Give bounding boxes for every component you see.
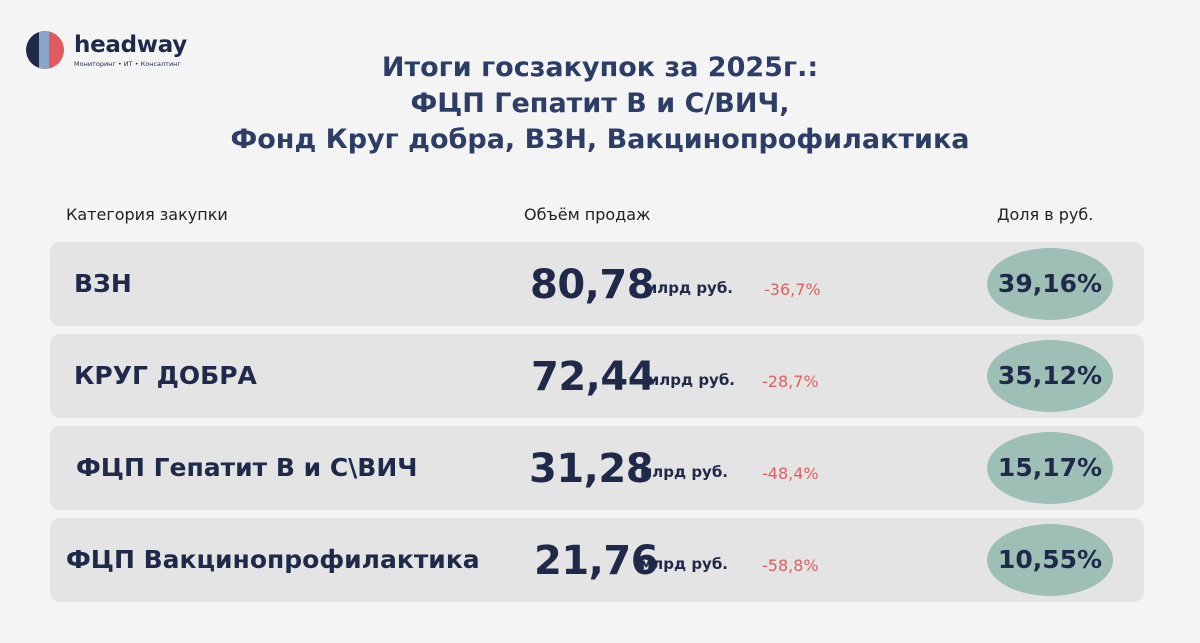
table-row: ФЦП Гепатит В и С\ВИЧ 31,28 млрд руб. -4… <box>50 426 1144 510</box>
table-row: ВЗН 80,78 млрд руб. -36,7% 39,16% <box>50 242 1144 326</box>
row-share: 39,16% <box>997 269 1103 298</box>
row-share: 35,12% <box>997 361 1103 390</box>
header-share: Доля в руб. <box>997 205 1094 224</box>
title-line-1: Итоги госзакупок за 2025г.: <box>381 52 819 83</box>
share-pill <box>987 524 1113 596</box>
headway-logo: headway Мониторинг • ИТ • Консалтинг <box>26 31 196 71</box>
share-pill <box>987 340 1113 412</box>
row-change: -28,7% <box>762 372 819 391</box>
row-change: -36,7% <box>764 280 821 299</box>
title-line-2: ФЦП Гепатит В и С/ВИЧ, <box>410 88 790 119</box>
row-category: ФЦП Вакцинопрофилактика <box>66 545 480 574</box>
row-value: 72,44 <box>531 354 656 400</box>
row-unit: млрд руб. <box>647 371 736 389</box>
row-value: 21,76 <box>534 538 659 584</box>
share-pill <box>987 248 1113 320</box>
row-value: 31,28 <box>529 446 654 492</box>
row-change: -48,4% <box>762 464 819 483</box>
row-category: ВЗН <box>74 269 132 298</box>
header-volume: Объём продаж <box>524 205 651 224</box>
row-share: 15,17% <box>997 453 1103 482</box>
table-row: ФЦП Вакцинопрофилактика 21,76 млрд руб. … <box>50 518 1144 602</box>
row-category: ФЦП Гепатит В и С\ВИЧ <box>76 453 418 482</box>
row-change: -58,8% <box>762 556 819 575</box>
header-category: Категория закупки <box>66 205 228 224</box>
row-unit: млрд руб. <box>640 555 729 573</box>
row-share: 10,55% <box>997 545 1103 574</box>
row-value: 80,78 <box>530 262 655 308</box>
table-row: КРУГ ДОБРА 72,44 млрд руб. -28,7% 35,12% <box>50 334 1144 418</box>
title-line-3: Фонд Круг добра, ВЗН, Вакцинопрофилактик… <box>230 124 970 155</box>
row-category: КРУГ ДОБРА <box>74 361 257 390</box>
logo-mark-icon <box>26 31 64 69</box>
logo-tagline: Мониторинг • ИТ • Консалтинг <box>74 60 181 68</box>
share-pill <box>987 432 1113 504</box>
logo-name: headway <box>74 32 187 58</box>
row-unit: млрд руб. <box>640 463 729 481</box>
page-title: Итоги госзакупок за 2025г.: ФЦП Гепатит … <box>0 50 1200 158</box>
row-unit: млрд руб. <box>645 279 734 297</box>
